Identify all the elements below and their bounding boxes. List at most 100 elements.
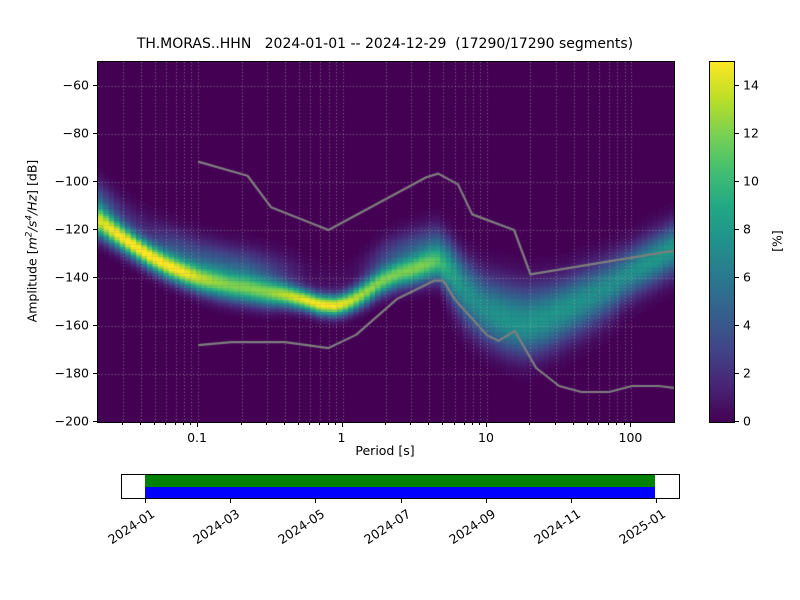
x-axis-tick-label: 100 xyxy=(618,430,643,445)
y-axis-tick-label: −100 xyxy=(54,173,89,189)
y-axis-tick xyxy=(93,325,97,326)
timeline-tick xyxy=(230,499,231,503)
x-axis-tick xyxy=(486,422,487,427)
x-axis-minor-tick xyxy=(309,422,310,425)
y-axis-tick xyxy=(93,277,97,278)
y-axis-label-prefix: Amplitude [ xyxy=(24,249,40,323)
x-axis-minor-tick xyxy=(140,422,141,425)
x-axis-minor-tick xyxy=(385,422,386,425)
colorbar-tick-label: 12 xyxy=(743,125,759,141)
x-axis-minor-tick xyxy=(464,422,465,425)
ppsd-heatmap-canvas xyxy=(98,62,674,422)
x-axis-minor-tick xyxy=(298,422,299,425)
colorbar-tick xyxy=(735,325,739,326)
x-axis-minor-tick xyxy=(442,422,443,425)
timeline-tick xyxy=(656,499,657,503)
colorbar-tick xyxy=(735,181,739,182)
x-axis-tick-label: 10 xyxy=(478,430,494,445)
coverage-timeline xyxy=(121,474,680,499)
coverage-bar-blue xyxy=(145,486,655,498)
timeline-tick xyxy=(401,499,402,503)
x-axis-minor-tick xyxy=(587,422,588,425)
plot-title: TH.MORAS..HHN 2024-01-01 -- 2024-12-29 (… xyxy=(136,36,634,52)
y-axis-tick-label: −180 xyxy=(54,365,89,381)
timeline-tick-label: 2024-11 xyxy=(531,506,584,548)
x-axis-minor-tick xyxy=(183,422,184,425)
y-axis-tick xyxy=(93,229,97,230)
x-axis-minor-tick xyxy=(122,422,123,425)
x-axis-minor-tick xyxy=(529,422,530,425)
x-axis-minor-tick xyxy=(190,422,191,425)
timeline-tick-label: 2024-07 xyxy=(360,506,413,548)
colorbar-tick-label: 6 xyxy=(743,269,751,285)
colorbar-tick-label: 8 xyxy=(743,221,751,237)
colorbar-tick xyxy=(735,277,739,278)
colorbar-tick xyxy=(735,421,739,422)
x-axis-minor-tick xyxy=(573,422,574,425)
timeline-tick xyxy=(315,499,316,503)
timeline-tick xyxy=(486,499,487,503)
y-axis-label-suffix: ] [dB] xyxy=(24,159,40,195)
x-axis-minor-tick xyxy=(479,422,480,425)
colorbar-tick xyxy=(735,133,739,134)
colorbar-gradient xyxy=(710,62,734,422)
x-axis-minor-tick xyxy=(624,422,625,425)
timeline-tick xyxy=(145,499,146,503)
x-axis-minor-tick xyxy=(319,422,320,425)
x-axis-minor-tick xyxy=(555,422,556,425)
colorbar-tick-label: 2 xyxy=(743,365,751,381)
coverage-bar-green xyxy=(145,475,655,487)
y-axis-label: Amplitude [m2/s4/Hz] [dB] xyxy=(24,160,39,323)
x-axis-minor-tick xyxy=(154,422,155,425)
x-axis-minor-tick xyxy=(454,422,455,425)
timeline-tick-label: 2024-01 xyxy=(105,506,158,548)
y-axis-tick-label: −120 xyxy=(54,221,89,237)
colorbar-tick-label: 10 xyxy=(743,173,759,189)
timeline-tick-label: 2024-05 xyxy=(275,506,328,548)
x-axis-tick xyxy=(342,422,343,427)
x-axis-minor-tick xyxy=(410,422,411,425)
x-axis-minor-tick xyxy=(241,422,242,425)
y-axis-tick xyxy=(93,373,97,374)
y-axis-tick-label: −140 xyxy=(54,269,89,285)
x-axis-minor-tick xyxy=(165,422,166,425)
colorbar-tick-label: 0 xyxy=(743,413,751,429)
x-axis-label: Period [s] xyxy=(355,443,415,458)
colorbar-tick xyxy=(735,85,739,86)
x-axis-tick-label: 0.1 xyxy=(187,430,207,445)
x-axis-tick-label: 1 xyxy=(337,430,346,445)
y-axis-tick-label: −160 xyxy=(54,317,89,333)
x-axis-tick xyxy=(197,422,198,427)
x-axis-minor-tick xyxy=(335,422,336,425)
colorbar-tick-label: 14 xyxy=(743,77,759,93)
y-axis-tick xyxy=(93,85,97,86)
x-axis-minor-tick xyxy=(608,422,609,425)
timeline-tick-label: 2025-01 xyxy=(616,506,669,548)
x-axis-minor-tick xyxy=(428,422,429,425)
y-axis-tick xyxy=(93,421,97,422)
x-axis-minor-tick xyxy=(175,422,176,425)
colorbar xyxy=(709,61,735,423)
timeline-tick-label: 2024-03 xyxy=(190,506,243,548)
y-axis-tick xyxy=(93,133,97,134)
colorbar-label: [%] xyxy=(769,230,785,252)
y-axis-tick-label: −80 xyxy=(62,125,89,141)
y-axis-tick-label: −200 xyxy=(54,413,89,429)
x-axis-minor-tick xyxy=(472,422,473,425)
x-axis-tick xyxy=(630,422,631,427)
x-axis-minor-tick xyxy=(284,422,285,425)
colorbar-tick-label: 4 xyxy=(743,317,751,333)
x-axis-minor-tick xyxy=(266,422,267,425)
colorbar-tick xyxy=(735,373,739,374)
x-axis-minor-tick xyxy=(598,422,599,425)
colorbar-tick xyxy=(735,229,739,230)
y-axis-tick-label: −60 xyxy=(62,77,89,93)
y-axis-label-units: m2/s4/Hz xyxy=(24,194,40,250)
x-axis-minor-tick xyxy=(328,422,329,425)
x-axis-minor-tick xyxy=(616,422,617,425)
ppsd-plot-area xyxy=(97,61,675,423)
y-axis-tick xyxy=(93,181,97,182)
timeline-tick-label: 2024-09 xyxy=(445,506,498,548)
timeline-tick xyxy=(571,499,572,503)
